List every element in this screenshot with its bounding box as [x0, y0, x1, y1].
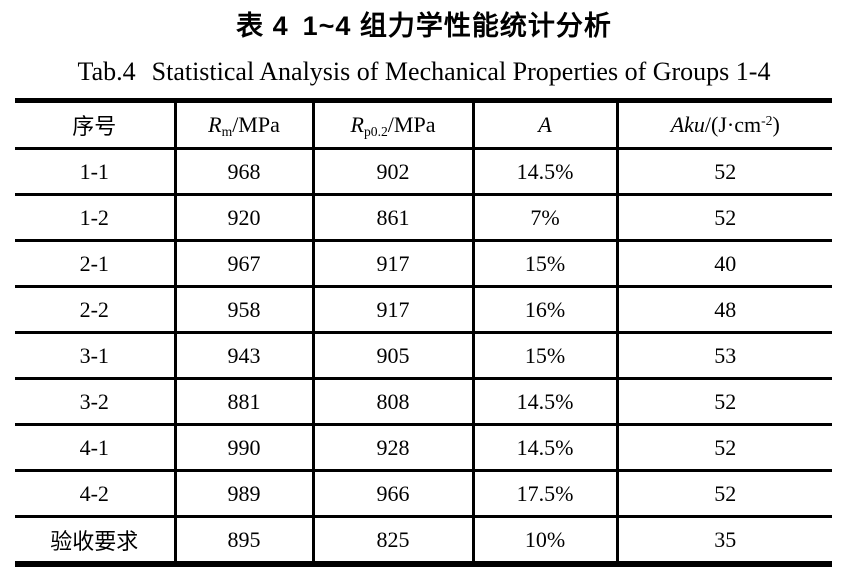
cell-elongation: 17.5% — [471, 470, 617, 518]
header-impact-energy: Aku/(J·cm-2) — [615, 100, 832, 150]
header-aku-unit-close: ) — [772, 112, 780, 137]
header-serial-number-label: 序号 — [72, 114, 117, 139]
header-tensile-strength: Rm/MPa — [173, 100, 313, 150]
cell-rp02: 905 — [311, 332, 473, 380]
table-title-zh: 1~4 组力学性能统计分析 — [302, 11, 612, 41]
cell-aku: 52 — [615, 424, 832, 472]
cell-rm: 920 — [173, 194, 313, 242]
header-rp02-subscript: p0.2 — [363, 123, 388, 139]
cell-rm: 967 — [173, 240, 313, 288]
cell-rm: 990 — [173, 424, 313, 472]
cell-serial-number: 4-1 — [15, 424, 175, 472]
table-row: 验收要求 895 825 10% 35 — [15, 516, 832, 566]
header-aku-unit: /(J·cm — [704, 112, 762, 137]
cell-rm: 968 — [173, 148, 313, 196]
header-elongation: A — [471, 100, 617, 150]
table-body: 1-1 968 902 14.5% 52 1-2 920 861 7% 52 2-1 967 917 15… — [15, 148, 832, 566]
mechanical-properties-table: 序号 Rm/MPa Rp0.2/MPa A Aku/(J·cm-2) 1-1 96… — [15, 98, 832, 567]
cell-serial-number: 1-2 — [15, 194, 175, 242]
cell-elongation: 14.5% — [471, 378, 617, 426]
table-row: 3-1 943 905 15% 53 — [15, 332, 832, 380]
table-number-en: Tab.4 — [77, 57, 136, 86]
cell-elongation: 16% — [471, 286, 617, 334]
cell-rp02: 928 — [311, 424, 473, 472]
cell-rm: 881 — [173, 378, 313, 426]
cell-aku: 53 — [615, 332, 832, 380]
cell-rp02: 917 — [311, 286, 473, 334]
cell-aku: 35 — [615, 516, 832, 566]
table-row: 4-2 989 966 17.5% 52 — [15, 470, 832, 518]
cell-elongation: 15% — [471, 332, 617, 380]
header-rp02-symbol: R — [350, 112, 364, 137]
cell-rm: 989 — [173, 470, 313, 518]
table-row: 1-1 968 902 14.5% 52 — [15, 148, 832, 196]
header-rm-unit: /MPa — [232, 112, 280, 137]
cell-aku: 40 — [615, 240, 832, 288]
cell-elongation: 14.5% — [471, 424, 617, 472]
cell-serial-number: 验收要求 — [15, 516, 175, 566]
header-serial-number: 序号 — [15, 100, 175, 150]
cell-serial-number: 2-1 — [15, 240, 175, 288]
header-row: 序号 Rm/MPa Rp0.2/MPa A Aku/(J·cm-2) — [15, 100, 832, 150]
cell-serial-number: 2-2 — [15, 286, 175, 334]
cell-aku: 52 — [615, 148, 832, 196]
cell-serial-number: 3-2 — [15, 378, 175, 426]
header-aku-symbol: Aku — [670, 112, 705, 137]
cell-rp02: 917 — [311, 240, 473, 288]
header-rm-subscript: m — [221, 123, 233, 139]
header-aku-superscript: -2 — [761, 112, 773, 128]
cell-aku: 52 — [615, 194, 832, 242]
cell-aku: 52 — [615, 470, 832, 518]
cell-rp02: 966 — [311, 470, 473, 518]
header-elongation-symbol: A — [538, 112, 552, 137]
header-rm-symbol: R — [208, 112, 222, 137]
cell-elongation: 14.5% — [471, 148, 617, 196]
table-number-zh: 表 4 — [236, 11, 289, 41]
table-row: 2-1 967 917 15% 40 — [15, 240, 832, 288]
header-rp02-unit: /MPa — [387, 112, 436, 137]
table-caption-english: Tab.4 Statistical Analysis of Mechanical … — [0, 54, 848, 90]
cell-rm: 895 — [173, 516, 313, 566]
cell-elongation: 15% — [471, 240, 617, 288]
cell-rp02: 861 — [311, 194, 473, 242]
table-row: 4-1 990 928 14.5% 52 — [15, 424, 832, 472]
cell-rm: 958 — [173, 286, 313, 334]
cell-aku: 48 — [615, 286, 832, 334]
cell-aku: 52 — [615, 378, 832, 426]
cell-rm: 943 — [173, 332, 313, 380]
cell-rp02: 825 — [311, 516, 473, 566]
cell-elongation: 7% — [471, 194, 617, 242]
table-row: 1-2 920 861 7% 52 — [15, 194, 832, 242]
table-title-en: Statistical Analysis of Mechanical Prope… — [151, 57, 771, 86]
table-row: 2-2 958 917 16% 48 — [15, 286, 832, 334]
cell-rp02: 808 — [311, 378, 473, 426]
cell-serial-number: 4-2 — [15, 470, 175, 518]
cell-serial-number: 1-1 — [15, 148, 175, 196]
table-caption-chinese: 表 4 1~4 组力学性能统计分析 — [0, 0, 848, 43]
cell-serial-number: 3-1 — [15, 332, 175, 380]
table-row: 3-2 881 808 14.5% 52 — [15, 378, 832, 426]
cell-elongation: 10% — [471, 516, 617, 566]
header-yield-strength: Rp0.2/MPa — [311, 100, 473, 150]
cell-rp02: 902 — [311, 148, 473, 196]
